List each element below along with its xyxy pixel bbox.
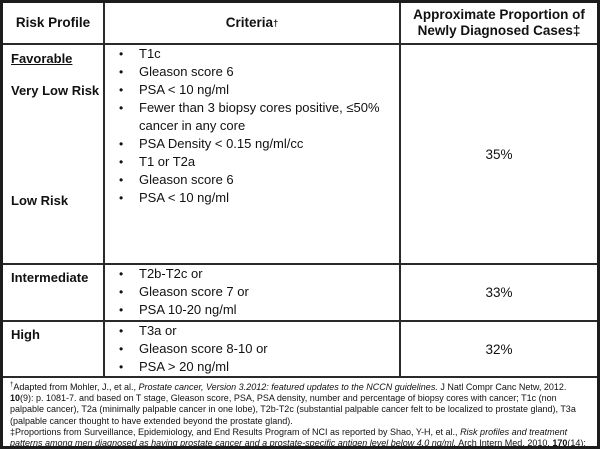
low-risk-criteria-list: T1 or T2a Gleason score 6 PSA < 10 ng/ml [105,153,399,207]
footnote-text: (14): p. 1256-61. [567,438,586,446]
high-criteria-list: T3a or Gleason score 8-10 or PSA > 20 ng… [105,322,399,376]
footnote-double-dagger: ‡Proportions from Surveillance, Epidemio… [10,427,590,446]
criteria-item: PSA < 10 ng/ml [105,81,399,99]
intermediate-proportion-value: 33% [401,265,597,322]
very-low-risk-label: Very Low Risk [11,83,100,98]
favorable-group-label: Favorable [11,51,73,66]
criteria-item: Fewer than 3 biopsy cores positive, ≤50%… [105,99,399,135]
footnote-text: Arch Intern Med, 2010. [456,438,553,446]
criteria-item: T2b-T2c or [105,265,399,283]
high-proportion-value: 32% [401,322,597,378]
high-label: High [3,322,105,378]
header-criteria: Criteria † [105,3,401,45]
intermediate-criteria-list: T2b-T2c or Gleason score 7 or PSA 10-20 … [105,265,399,319]
criteria-item: T1c [105,45,399,63]
footnote-text-italic: Risk profiles and treatment patterns amo… [10,426,568,446]
footnote-text-bold: 10 [10,393,21,404]
header-criteria-label: Criteria [225,15,274,31]
header-risk-profile: Risk Profile [3,3,105,45]
footnotes-section: †Adapted from Mohler, J., et al., Prosta… [3,378,597,446]
header-proportion: Approximate Proportion of Newly Diagnose… [401,3,597,45]
favorable-proportion-value: 35% [401,45,597,265]
criteria-item: PSA Density < 0.15 ng/ml/cc [105,135,399,153]
criteria-item: PSA 10-20 ng/ml [105,301,399,319]
footnote-text: Adapted from Mohler, J., et al., [13,382,139,392]
high-criteria-cell: T3a or Gleason score 8-10 or PSA > 20 ng… [105,322,401,378]
criteria-item: Gleason score 7 or [105,283,399,301]
favorable-label-cell: Favorable Very Low Risk Low Risk [3,45,105,265]
criteria-item: T3a or [105,322,399,340]
footnote-text: (9): p. 1081-7. and based on T stage, Gl… [10,393,576,426]
footnote-text: J Natl Compr Canc Netw, 2012. [437,382,567,392]
footnote-text-bold: 170 [552,438,568,446]
favorable-criteria-cell: T1c Gleason score 6 PSA < 10 ng/ml Fewer… [105,45,401,265]
risk-profile-table: Risk Profile Criteria † Approximate Propo… [3,3,597,446]
footnote-dagger: †Adapted from Mohler, J., et al., Prosta… [10,381,590,427]
criteria-item: Gleason score 6 [105,63,399,81]
criteria-item: Gleason score 6 [105,171,399,189]
criteria-item: PSA > 20 ng/ml [105,358,399,376]
low-risk-label: Low Risk [11,193,69,208]
criteria-item: PSA < 10 ng/ml [105,189,399,207]
dagger-symbol: † [10,381,14,388]
intermediate-label: Intermediate [3,265,105,322]
criteria-item: Gleason score 8-10 or [105,340,399,358]
intermediate-criteria-cell: T2b-T2c or Gleason score 7 or PSA 10-20 … [105,265,401,322]
criteria-item: T1 or T2a [105,153,399,171]
footnote-text: ‡Proportions from Surveillance, Epidemio… [10,426,461,437]
footnote-text-italic: Prostate cancer, Version 3.2012: feature… [138,382,438,392]
very-low-risk-criteria-list: T1c Gleason score 6 PSA < 10 ng/ml Fewer… [105,45,399,153]
